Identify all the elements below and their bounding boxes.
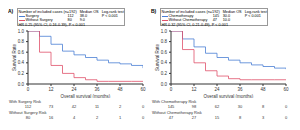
svg-text:42: 42	[72, 104, 77, 109]
svg-text:1.0: 1.0	[18, 29, 25, 34]
svg-text:2: 2	[119, 104, 122, 109]
svg-text:73: 73	[49, 104, 54, 109]
svg-text:47: 47	[169, 115, 174, 120]
svg-text:With Chemotherapy Risk: With Chemotherapy Risk	[152, 99, 197, 104]
svg-text:60: 60	[283, 87, 289, 92]
svg-text:27: 27	[192, 115, 197, 120]
svg-text:Overall survival (months): Overall survival (months)	[204, 94, 254, 98]
svg-text:With Surgery Risk: With Surgery Risk	[9, 99, 41, 104]
svg-text:1.0: 1.0	[161, 29, 168, 34]
html-text:HR 0.32 (95% CI, 0.21-0.49), P: HR 0.32 (95% CI, 0.21-0.49), P < 0.001	[161, 22, 228, 27]
html-text:Number of included cases (n=19: Number of included cases (n=192)	[18, 9, 77, 14]
html-text:P < 0.001: P < 0.001	[244, 13, 261, 18]
svg-text:12: 12	[48, 87, 54, 92]
svg-text:0: 0	[285, 104, 288, 109]
svg-text:48: 48	[117, 87, 123, 92]
svg-text:1: 1	[119, 115, 122, 120]
svg-text:11: 11	[95, 104, 100, 109]
svg-text:0: 0	[170, 87, 173, 92]
svg-text:8: 8	[239, 115, 242, 120]
html-text:Median OS: Median OS	[79, 9, 99, 14]
html-text:80: 80	[67, 18, 72, 23]
svg-text:16: 16	[49, 115, 54, 120]
html-text:38.0: 38.0	[79, 13, 87, 18]
html-text:Log-rank test: Log-rank test	[101, 9, 124, 14]
svg-text:0: 0	[142, 115, 145, 120]
svg-text:60: 60	[140, 87, 146, 92]
svg-text:0.2: 0.2	[18, 71, 25, 76]
html-text:47: 47	[212, 18, 217, 23]
svg-text:30: 30	[238, 104, 243, 109]
svg-text:0.4: 0.4	[161, 60, 168, 65]
svg-text:Without Chemotherapy Risk: Without Chemotherapy Risk	[152, 110, 202, 115]
svg-text:145: 145	[168, 104, 175, 109]
svg-text:98: 98	[192, 104, 197, 109]
svg-text:0.8: 0.8	[161, 39, 168, 44]
svg-text:15: 15	[215, 115, 220, 120]
svg-text:0.2: 0.2	[161, 71, 168, 76]
svg-text:Without Surgery Risk: Without Surgery Risk	[9, 110, 47, 115]
svg-text:8: 8	[262, 104, 265, 109]
svg-text:36: 36	[94, 87, 100, 92]
svg-text:2: 2	[96, 115, 99, 120]
html-text:Median OS: Median OS	[222, 9, 242, 14]
svg-text:0: 0	[142, 104, 145, 109]
html-text:112: 112	[67, 13, 74, 18]
html-text:Log-rank test: Log-rank test	[244, 9, 267, 14]
html-text:10.0: 10.0	[222, 18, 230, 23]
html-text:9.0: 9.0	[79, 18, 85, 23]
html-text:HR 0.25 (95% CI, 0.16-0.39), P: HR 0.25 (95% CI, 0.16-0.39), P < 0.001	[18, 22, 85, 27]
html-text:Number of included cases (n=19: Number of included cases (n=192)	[161, 9, 220, 14]
svg-text:0.8: 0.8	[18, 39, 25, 44]
html-text:Chemotherapy: Chemotherapy	[168, 13, 194, 18]
html-text:Surgery: Surgery	[25, 13, 39, 18]
svg-text:0.0: 0.0	[161, 82, 168, 87]
svg-text:36: 36	[237, 87, 243, 92]
html-text:P < 0.001: P < 0.001	[101, 13, 118, 18]
svg-text:24: 24	[214, 87, 220, 92]
svg-text:24: 24	[71, 87, 77, 92]
svg-text:0: 0	[285, 115, 288, 120]
html-text:Without Surgery: Without Surgery	[25, 18, 53, 23]
svg-text:80: 80	[26, 115, 31, 120]
svg-text:0: 0	[27, 87, 30, 92]
svg-text:0.6: 0.6	[161, 50, 168, 55]
svg-text:3: 3	[262, 115, 265, 120]
html-text:145: 145	[212, 13, 219, 18]
svg-text:0.0: 0.0	[18, 82, 25, 87]
svg-text:112: 112	[25, 104, 32, 109]
svg-text:Overall survival (months): Overall survival (months)	[61, 94, 111, 98]
svg-text:Survival Rate: Survival Rate	[155, 44, 160, 71]
html-text:B): B)	[151, 8, 157, 14]
svg-text:Survival Rate: Survival Rate	[12, 44, 17, 71]
svg-text:48: 48	[260, 87, 266, 92]
svg-text:0.6: 0.6	[18, 50, 25, 55]
svg-text:4: 4	[73, 115, 76, 120]
svg-text:62: 62	[215, 104, 220, 109]
html-text:A): A)	[8, 8, 14, 14]
svg-text:0.4: 0.4	[18, 60, 25, 65]
html-text:30.0: 30.0	[222, 13, 230, 18]
html-text:Without Chemotherapy: Without Chemotherapy	[168, 18, 208, 23]
svg-text:12: 12	[191, 87, 197, 92]
